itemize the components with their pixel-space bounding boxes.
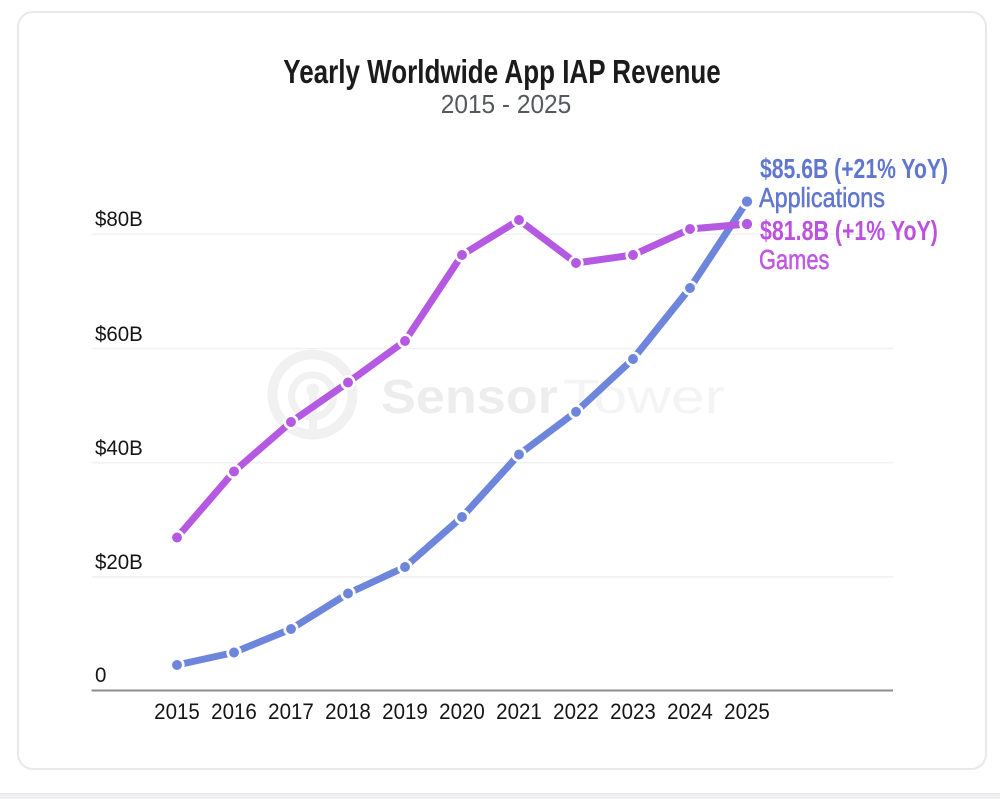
svg-text:Sensor: Sensor [381,371,558,424]
